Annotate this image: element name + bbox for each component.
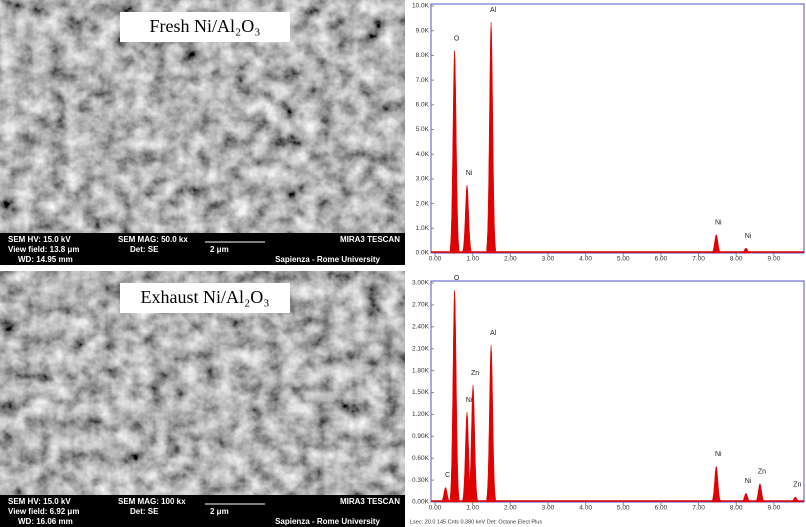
y-tick-label: 8.0K: [416, 52, 430, 59]
y-tick-label: 0.60K: [412, 455, 430, 462]
y-tick-label: 2.70K: [412, 302, 430, 309]
plot-frame: [431, 281, 804, 502]
peak: [450, 50, 459, 253]
x-tick-label: 7.00: [692, 256, 705, 263]
y-tick-label: 2.40K: [412, 324, 430, 331]
x-tick-label: 4.00: [579, 505, 592, 512]
x-tick-label: 9.00: [768, 256, 781, 263]
x-tick-label: 3.00: [542, 505, 555, 512]
x-tick-label: 1.00: [466, 505, 479, 512]
info-text: SEM HV: 15.0 kV: [8, 497, 71, 506]
x-tick-label: 5.00: [617, 256, 630, 263]
y-tick-label: 1.20K: [412, 411, 430, 418]
y-tick-label: 7.0K: [416, 77, 430, 84]
y-tick-label: 5.0K: [416, 126, 430, 133]
x-tick-label: 1.00: [466, 256, 479, 263]
peak-label: Ni: [715, 451, 722, 458]
peak-label: Zn: [758, 469, 766, 476]
x-tick-label: 8.00: [730, 256, 743, 263]
info-text: Det: SE: [130, 507, 159, 516]
y-tick-label: 1.0K: [416, 225, 430, 232]
x-tick-label: 6.00: [655, 256, 668, 263]
y-tick-label: 1.80K: [412, 367, 430, 374]
peak-label: Ni: [466, 397, 473, 404]
peak: [712, 466, 721, 502]
peak: [487, 345, 496, 502]
info-text: MIRA3 TESCAN: [340, 497, 400, 506]
info-text: 2 μm: [210, 245, 229, 254]
peak-label: Ni: [745, 478, 752, 485]
info-text: WD: 16.06 mm: [18, 517, 73, 526]
peak-label: Zn: [471, 370, 479, 377]
info-text: Sapienza - Rome University: [275, 517, 380, 526]
spectrum-footer: Lsec: 20.0 145 Cnts 0.380 keV Det: Octan…: [410, 519, 542, 525]
info-text: View field: 13.8 μm: [8, 245, 79, 254]
info-text: WD: 14.95 mm: [18, 255, 73, 264]
peak-label: C: [445, 472, 450, 479]
peak-label: Al: [490, 330, 497, 337]
peak: [487, 22, 496, 253]
info-text: View field: 6.92 μm: [8, 507, 79, 516]
panel-title: Fresh Ni/Al₂O₃: [149, 16, 260, 36]
y-tick-label: 6.0K: [416, 102, 430, 109]
y-tick-label: 10.0K: [412, 3, 430, 10]
y-tick-label: 9.0K: [416, 27, 430, 34]
x-tick-label: 4.00: [579, 256, 592, 263]
x-tick-label: 2.00: [504, 505, 517, 512]
x-tick-label: 8.00: [730, 505, 743, 512]
peak-label: Zn: [793, 482, 801, 489]
x-tick-label: 6.00: [655, 505, 668, 512]
x-tick-label: 0.00: [429, 256, 442, 263]
x-tick-label: 2.00: [504, 256, 517, 263]
info-text: 2 μm: [210, 507, 229, 516]
info-text: SEM MAG: 100 kx: [118, 497, 186, 506]
peak: [450, 290, 459, 502]
peak-label: Al: [490, 7, 497, 14]
y-tick-label: 0.00K: [412, 499, 430, 506]
peak: [755, 484, 764, 502]
y-tick-label: 3.0K: [416, 176, 430, 183]
y-tick-label: 0.90K: [412, 433, 430, 440]
y-tick-label: 2.10K: [412, 345, 430, 352]
peak-label: Ni: [715, 219, 722, 226]
info-text: MIRA3 TESCAN: [340, 235, 400, 244]
peak-label: O: [454, 275, 460, 282]
x-tick-label: 5.00: [617, 505, 630, 512]
figure: Fresh Ni/Al₂O₃ SEM HV: 15.0 kV SEM MAG: 50…: [0, 0, 806, 527]
y-tick-label: 3.00K: [412, 280, 430, 287]
panel-title: Exhaust Ni/Al₂O₃: [140, 287, 269, 307]
peak: [441, 487, 450, 502]
y-tick-label: 1.50K: [412, 389, 430, 396]
y-tick-label: 2.0K: [416, 200, 430, 207]
plot-frame: [431, 4, 804, 253]
x-tick-label: 9.00: [768, 505, 781, 512]
y-tick-label: 0.0K: [416, 250, 430, 257]
peak: [712, 234, 721, 253]
peak-label: O: [454, 35, 460, 42]
info-text: Sapienza - Rome University: [275, 255, 380, 264]
peak-label: Ni: [745, 233, 752, 240]
peak-label: Ni: [466, 170, 473, 177]
peak: [742, 493, 751, 502]
info-text: Det: SE: [130, 245, 159, 254]
y-tick-label: 4.0K: [416, 151, 430, 158]
y-tick-label: 0.30K: [412, 477, 430, 484]
x-tick-label: 3.00: [542, 256, 555, 263]
peak: [791, 497, 800, 502]
info-text: SEM HV: 15.0 kV: [8, 235, 71, 244]
x-tick-label: 0.00: [429, 505, 442, 512]
x-tick-label: 7.00: [692, 505, 705, 512]
peak: [742, 248, 751, 253]
peak: [463, 185, 472, 253]
info-text: SEM MAG: 50.0 kx: [118, 235, 188, 244]
